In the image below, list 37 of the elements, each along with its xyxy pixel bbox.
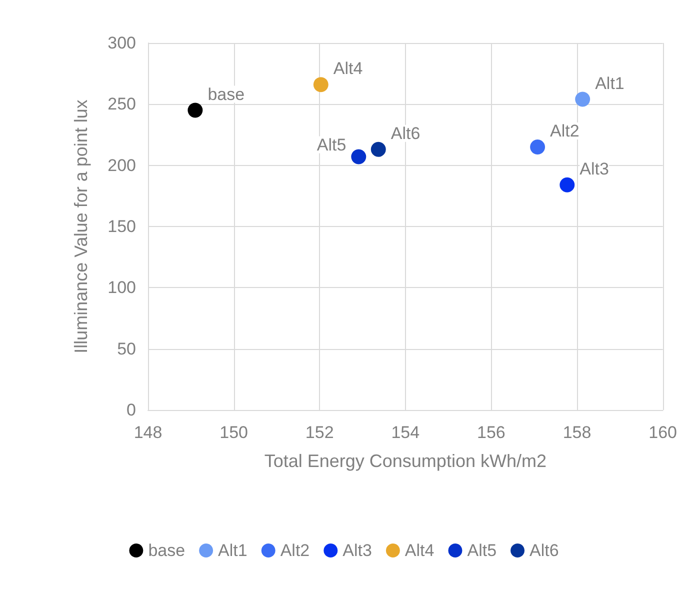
legend-label: Alt5 [467, 541, 497, 560]
text: Alt2 [550, 121, 580, 140]
point [313, 77, 328, 92]
y-tick-label: 150 [108, 217, 136, 236]
x-axis-title: Total Energy Consumption kWh/m2 [264, 451, 546, 471]
legend-label: base [148, 541, 186, 560]
x-tick-label: 156 [477, 423, 506, 442]
text: base [208, 84, 245, 104]
text: Alt3 [580, 159, 609, 178]
y-axis-title: Illuminance Value for a point lux [71, 100, 91, 354]
x-tick-label: 158 [562, 423, 592, 442]
point [530, 139, 546, 154]
legend-label: Alt1 [218, 541, 248, 560]
y-tick-label: 200 [108, 156, 136, 175]
y-tick-label: 250 [108, 94, 136, 114]
x-tick-label: 150 [220, 423, 248, 442]
x-tick-label: 152 [305, 423, 334, 442]
text: Alt6 [390, 124, 420, 143]
text: Alt4 [333, 59, 363, 78]
y-tick-label: 50 [117, 339, 136, 358]
y-tick-label: 0 [126, 400, 136, 420]
point [575, 92, 590, 107]
legend-label: Alt6 [530, 541, 559, 560]
point [188, 102, 203, 118]
y-tick-label: 100 [108, 278, 136, 298]
point [370, 142, 386, 157]
legend-label: Alt4 [404, 541, 434, 560]
x-tick-label: 160 [648, 423, 678, 442]
x-tick-label: 148 [134, 423, 162, 442]
text: Alt1 [595, 74, 624, 93]
point [560, 177, 575, 192]
point [351, 149, 366, 164]
y-tick-label: 300 [108, 34, 136, 52]
legend-label: Alt3 [342, 541, 372, 560]
legend-label: Alt2 [280, 541, 310, 560]
text: Alt5 [316, 135, 346, 154]
x-tick-label: 154 [391, 423, 420, 442]
